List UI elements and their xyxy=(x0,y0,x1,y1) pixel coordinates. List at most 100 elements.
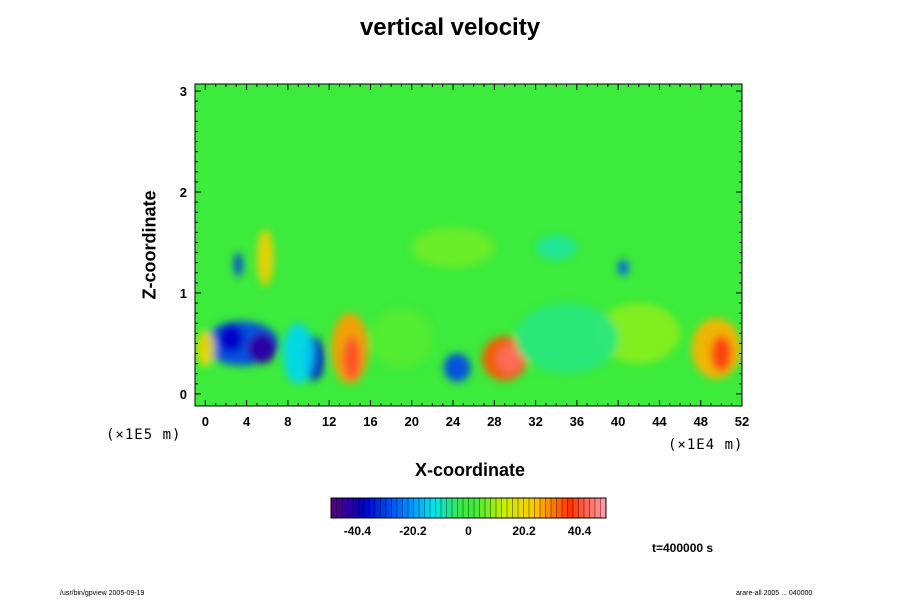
colorbar-cell xyxy=(534,498,541,518)
field-feature xyxy=(443,353,471,382)
colorbar-cell xyxy=(589,498,596,518)
colorbar-cell xyxy=(562,498,568,518)
colorbar-cell xyxy=(545,498,552,518)
field-feature xyxy=(247,333,277,364)
colorbar: -40.4 -20.2 0 20.2 40.4 xyxy=(330,497,607,538)
field-feature xyxy=(497,344,523,373)
colorbar-cell xyxy=(369,498,376,518)
field-feature xyxy=(514,303,619,374)
x-tick-label: 0 xyxy=(202,414,209,429)
chart-title: vertical velocity xyxy=(359,14,541,41)
colorbar-cell xyxy=(402,498,409,518)
colorbar-cell xyxy=(358,498,365,518)
colorbar-cell xyxy=(573,498,579,518)
colorbar-cell xyxy=(496,498,502,518)
x-tick-label: 16 xyxy=(363,414,377,429)
colorbar-cell xyxy=(446,498,453,518)
colorbar-cell xyxy=(468,498,475,518)
colorbar-cell xyxy=(441,498,447,518)
colorbar-cell xyxy=(567,498,574,518)
field-feature xyxy=(218,324,244,353)
colorbar-cell xyxy=(353,498,359,518)
colorbar-cell xyxy=(424,498,431,518)
colorbar-cell xyxy=(556,498,563,518)
plot-frame xyxy=(194,83,743,407)
y-tick-label: 0 xyxy=(180,387,187,402)
colorbar-frame xyxy=(330,497,607,519)
y-tick-label: 1 xyxy=(180,286,187,301)
colorbar-cell xyxy=(595,498,601,518)
colorbar-cell xyxy=(342,498,348,518)
colorbar-cell xyxy=(435,498,442,518)
field-feature xyxy=(411,227,495,268)
field-feature xyxy=(343,336,361,381)
colorbar-cell xyxy=(529,498,535,518)
field-feature xyxy=(618,259,629,276)
field-feature xyxy=(196,330,215,367)
colorbar-tick-label: -40.4 xyxy=(344,524,372,538)
colorbar-cell xyxy=(474,498,480,518)
x-tick-label: 40 xyxy=(611,414,625,429)
colorbar-cell xyxy=(540,498,546,518)
y-tick-label: 3 xyxy=(180,84,187,99)
colorbar-cell xyxy=(457,498,464,518)
colorbar-tick-label: 20.2 xyxy=(512,524,536,538)
colorbar-cell xyxy=(600,498,607,518)
colorbar-tick-label: 40.4 xyxy=(568,524,592,538)
colorbar-cell xyxy=(380,498,387,518)
colorbar-cell xyxy=(485,498,491,518)
field-feature xyxy=(597,303,681,364)
footer-left-text: /usr/bin/gpview 2005-09-19 xyxy=(60,590,145,597)
colorbar-cell xyxy=(518,498,524,518)
colorbar-cell xyxy=(551,498,557,518)
colorbar-cell xyxy=(507,498,513,518)
colorbar-cell xyxy=(347,498,354,518)
x-tick-label: 12 xyxy=(322,414,336,429)
colorbar-cell xyxy=(584,498,590,518)
colorbar-cell xyxy=(463,498,469,518)
field-feature xyxy=(711,335,732,372)
field-layer xyxy=(195,84,742,406)
colorbar-cell xyxy=(336,498,343,518)
colorbar-cell xyxy=(408,498,414,518)
colorbar-cell xyxy=(364,498,370,518)
x-scale-label: (×1E4 m) xyxy=(668,437,744,453)
colorbar-cell xyxy=(452,498,458,518)
colorbar-cell xyxy=(391,498,398,518)
field-feature xyxy=(256,229,274,286)
colorbar-cell xyxy=(501,498,508,518)
colorbar-cell xyxy=(479,498,486,518)
colorbar-cell xyxy=(430,498,436,518)
colorbar-cell xyxy=(397,498,403,518)
field-feature xyxy=(535,235,577,260)
y-tick-label: 2 xyxy=(180,185,187,200)
x-tick-label: 28 xyxy=(487,414,501,429)
colorbar-cell xyxy=(512,498,519,518)
field-feature xyxy=(282,323,314,384)
colorbar-cell xyxy=(375,498,381,518)
x-tick-label: 20 xyxy=(405,414,419,429)
footer-right-text: arare-all 2005 ... 040000 xyxy=(736,590,813,597)
x-tick-label: 4 xyxy=(243,414,251,429)
colorbar-cell xyxy=(523,498,530,518)
x-tick-label: 36 xyxy=(570,414,584,429)
colorbar-cell xyxy=(413,498,420,518)
x-tick-label: 52 xyxy=(735,414,749,429)
x-tick-label: 8 xyxy=(284,414,291,429)
time-stamp: t=400000 s xyxy=(652,541,714,555)
colorbar-tick-label: -20.2 xyxy=(399,524,427,538)
z-scale-label: (×1E5 m) xyxy=(106,427,182,443)
x-tick-label: 48 xyxy=(693,414,707,429)
colorbar-cell xyxy=(386,498,392,518)
colorbar-cell xyxy=(331,498,337,518)
x-tick-label: 44 xyxy=(652,414,667,429)
field-feature xyxy=(370,308,433,369)
x-tick-label: 24 xyxy=(446,414,461,429)
colorbar-cell xyxy=(490,498,497,518)
field-feature xyxy=(234,252,243,277)
colorbar-cell xyxy=(578,498,585,518)
x-tick-label: 32 xyxy=(528,414,542,429)
colorbar-cell xyxy=(419,498,425,518)
